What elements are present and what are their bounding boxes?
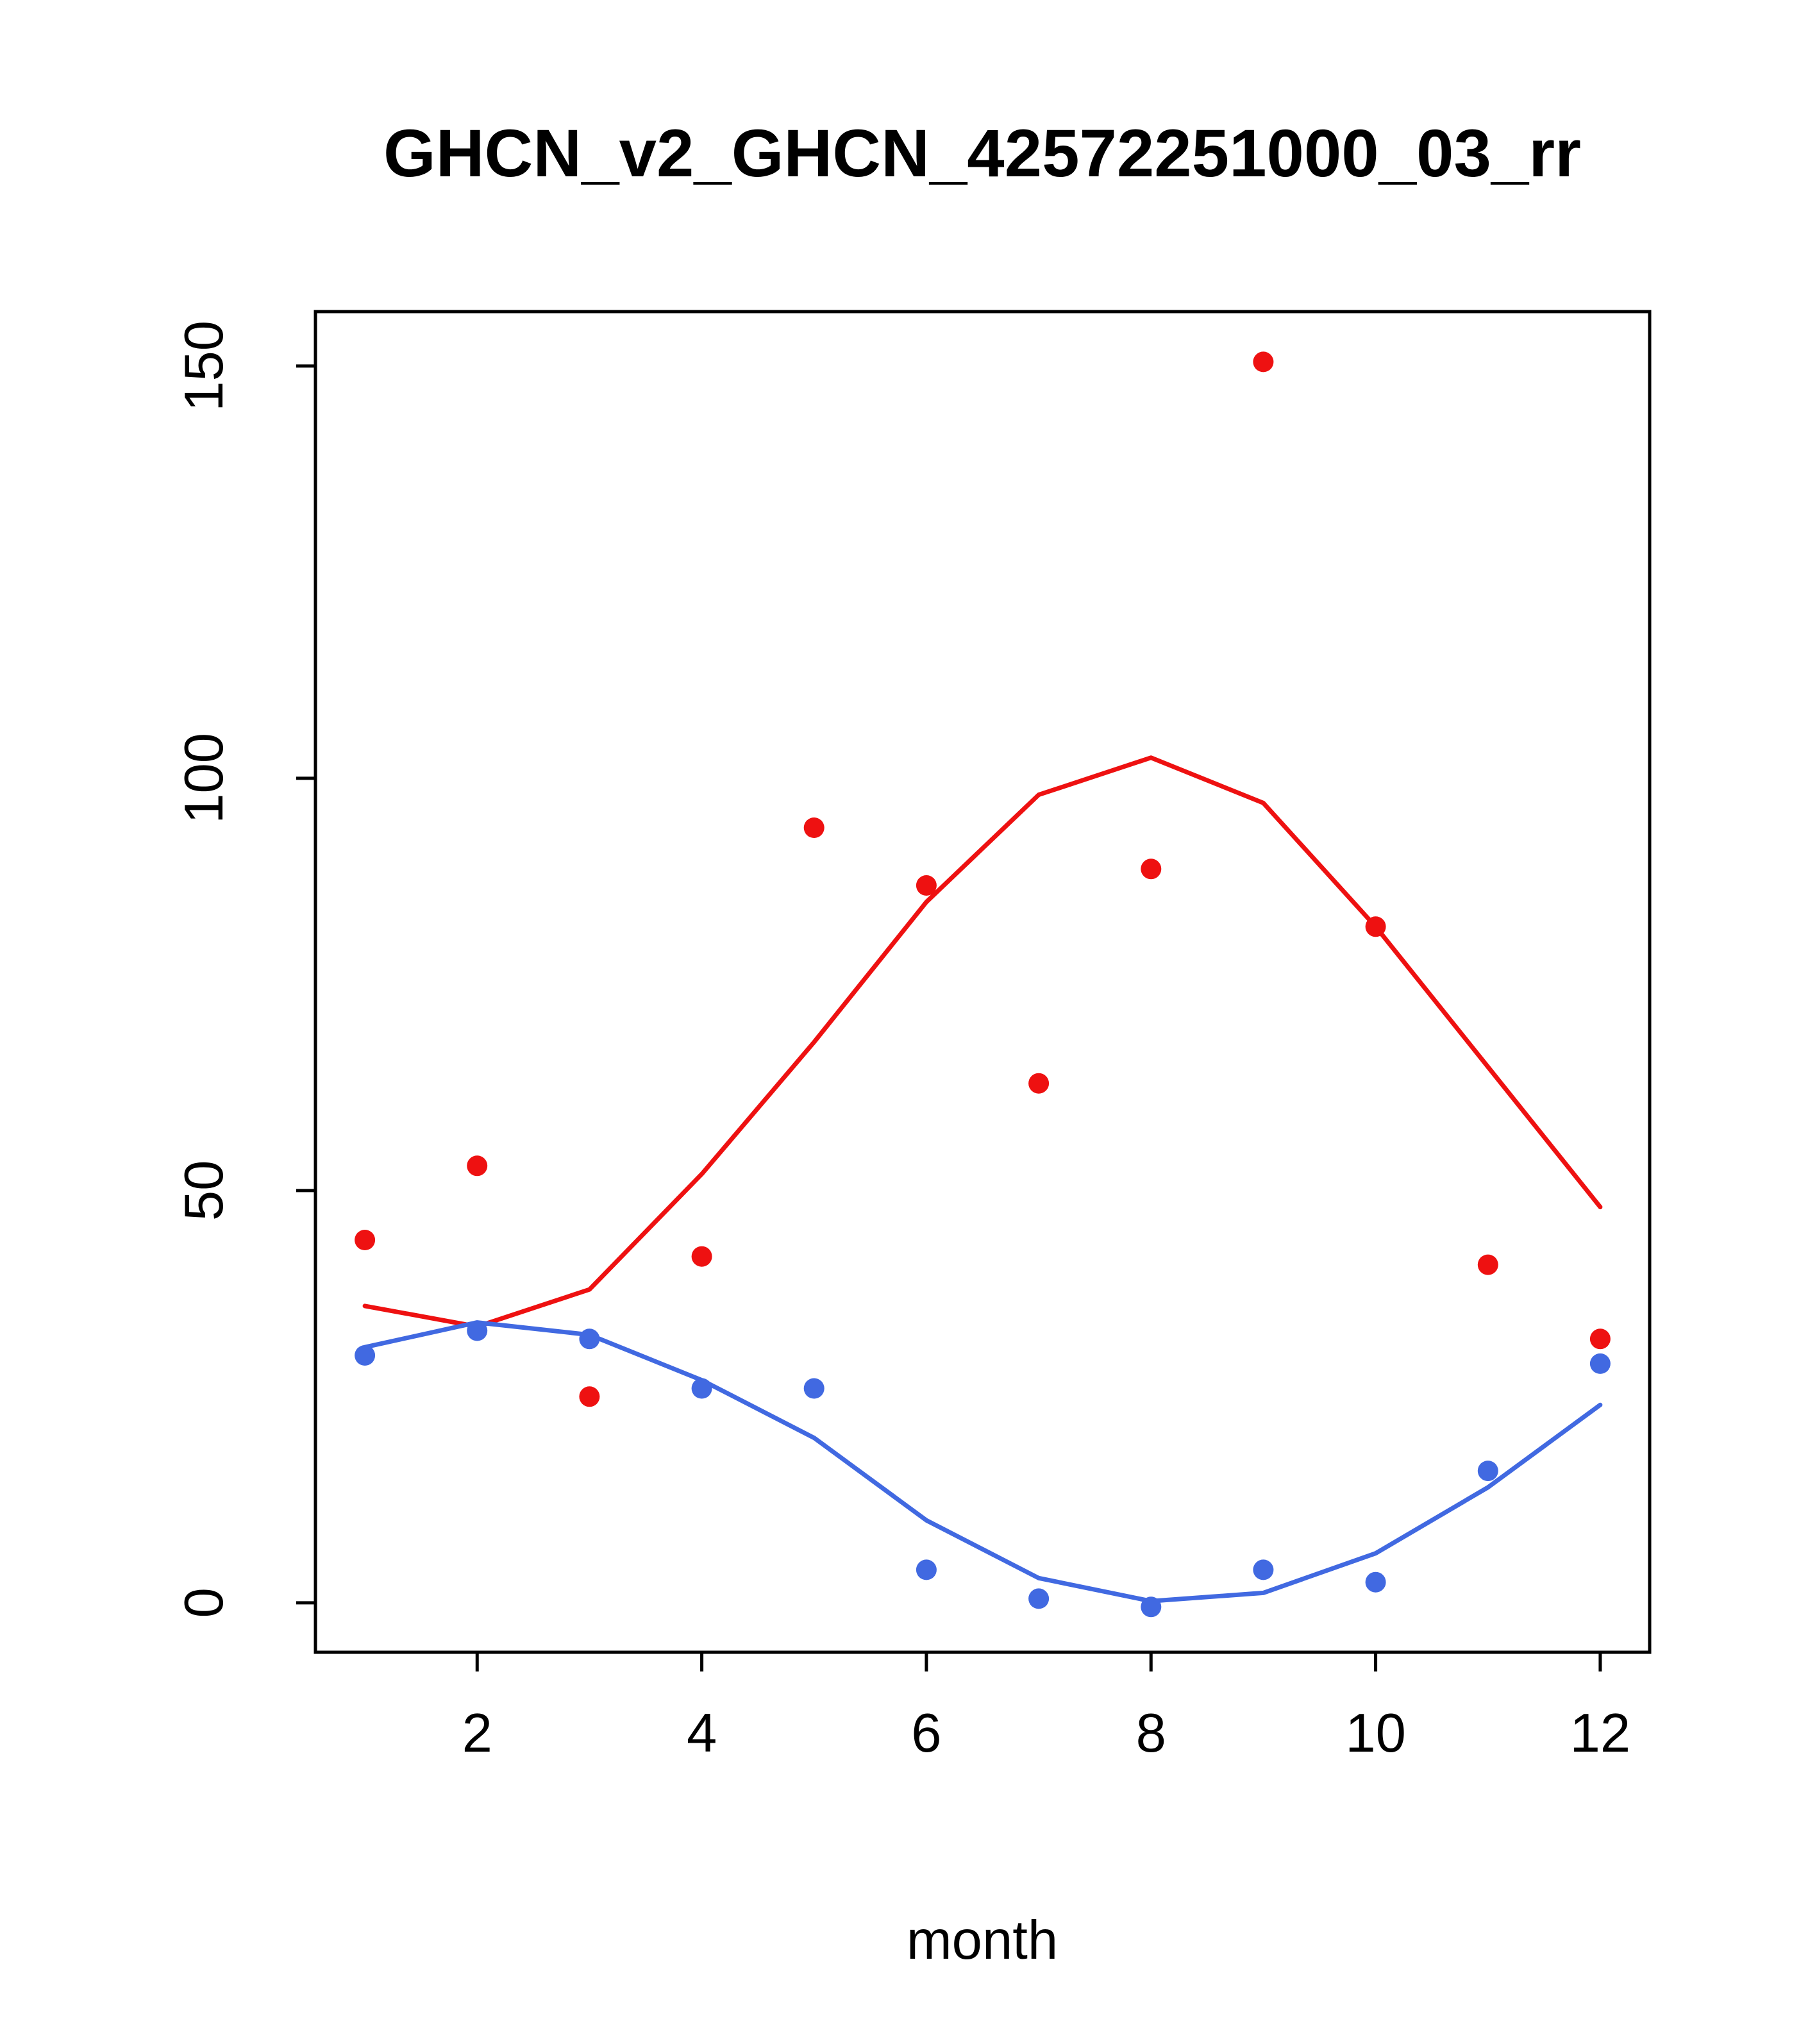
- red-scatter-marker: [1028, 1073, 1050, 1094]
- blue-scatter-marker: [1477, 1461, 1498, 1482]
- x-tick-label: 8: [1136, 1703, 1166, 1764]
- red-scatter-marker: [1253, 351, 1274, 373]
- red-scatter-marker: [691, 1246, 712, 1267]
- x-axis-label: month: [907, 1910, 1058, 1971]
- red-scatter-marker: [355, 1230, 376, 1250]
- blue-scatter-marker: [1141, 1596, 1162, 1618]
- blue-scatter-marker: [355, 1345, 376, 1366]
- red-scatter-marker: [1477, 1254, 1498, 1275]
- red-scatter-marker: [803, 817, 825, 838]
- red-scatter-marker: [916, 875, 937, 896]
- blue-scatter-marker: [803, 1378, 825, 1399]
- blue-scatter-marker: [1253, 1559, 1274, 1580]
- blue-scatter-marker: [916, 1559, 937, 1580]
- x-tick-label: 12: [1570, 1703, 1631, 1764]
- red-scatter-marker: [579, 1386, 600, 1407]
- blue-scatter-marker: [1589, 1353, 1611, 1374]
- blue-scatter-marker: [579, 1328, 600, 1350]
- y-tick-label: 50: [174, 1160, 235, 1221]
- red-smooth-line: [362, 755, 1603, 1329]
- chart-title: GHCN_v2_GHCN_42572251000_03_rr: [383, 116, 1581, 191]
- x-tick-label: 2: [462, 1703, 492, 1764]
- red-scatter-marker: [1141, 859, 1162, 880]
- y-tick-label: 150: [174, 321, 235, 412]
- y-tick-label: 0: [174, 1587, 235, 1618]
- blue-scatter-marker: [1365, 1571, 1386, 1593]
- x-tick-label: 10: [1345, 1703, 1406, 1764]
- blue-scatter-marker: [691, 1378, 712, 1399]
- y-tick-label: 100: [174, 733, 235, 824]
- red-scatter-marker: [467, 1155, 488, 1177]
- x-tick-label: 4: [687, 1703, 717, 1764]
- plot-border: [314, 310, 1652, 1654]
- plot-area: 2 4 6 8 10 12 0 50 100 150: [174, 310, 1652, 1764]
- blue-scatter-marker: [467, 1320, 488, 1341]
- x-tick-label: 6: [911, 1703, 941, 1764]
- blue-scatter-marker: [1028, 1588, 1050, 1609]
- blue-smooth-line: [362, 1320, 1603, 1604]
- red-scatter-marker: [1589, 1328, 1611, 1350]
- red-scatter-marker: [1365, 916, 1386, 937]
